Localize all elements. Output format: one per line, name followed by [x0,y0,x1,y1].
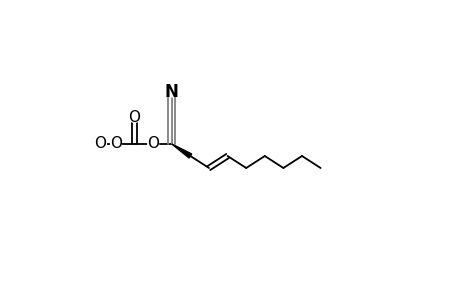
Polygon shape [171,144,191,158]
Text: O: O [147,136,159,152]
Circle shape [166,86,177,97]
Circle shape [94,138,106,150]
Text: O: O [129,110,140,124]
Text: N: N [164,82,179,100]
Text: O: O [94,136,106,152]
Circle shape [129,112,140,122]
Text: O: O [110,136,122,152]
Circle shape [147,139,158,149]
Circle shape [110,139,121,149]
